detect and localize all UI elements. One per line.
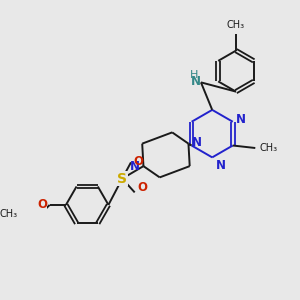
Text: H: H (190, 70, 198, 80)
Text: O: O (137, 181, 147, 194)
Text: N: N (191, 75, 201, 88)
Text: N: N (236, 113, 246, 126)
Text: N: N (130, 160, 140, 172)
Text: O: O (134, 154, 143, 168)
Text: N: N (215, 159, 226, 172)
Text: CH₃: CH₃ (259, 143, 277, 153)
Text: CH₃: CH₃ (0, 208, 18, 219)
Text: N: N (192, 136, 202, 149)
Text: S: S (117, 172, 127, 186)
Text: O: O (38, 198, 48, 212)
Text: CH₃: CH₃ (227, 20, 245, 30)
